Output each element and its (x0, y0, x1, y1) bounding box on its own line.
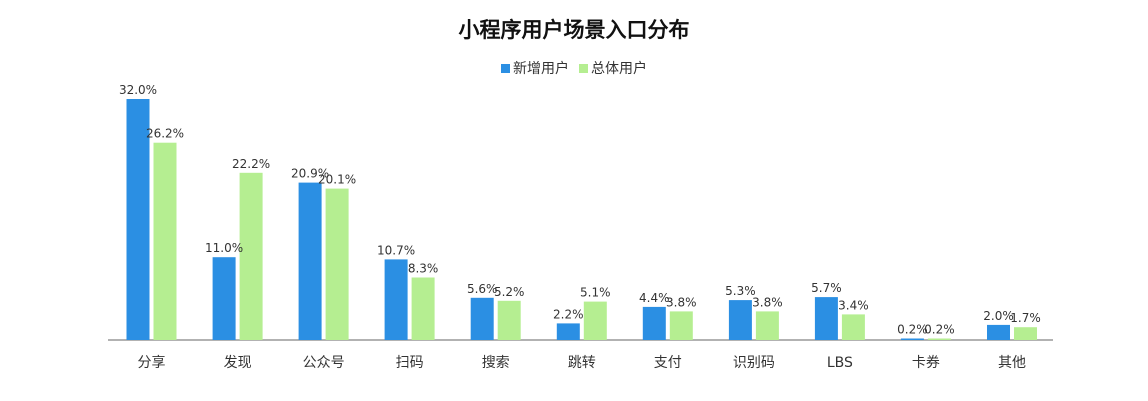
value-label-all-users-7: 3.8% (752, 295, 783, 309)
bar-new-users-9[interactable] (900, 338, 924, 341)
bar-new-users-1[interactable] (212, 257, 236, 340)
value-labels-layer: 32.0% 26.2% 11.0% 22.2% 20.9%20.1% 10.7% 8.3% 5… (119, 83, 1041, 337)
value-label-new-users-3: 10.7% (377, 243, 415, 257)
value-label-all-users-8: 3.4% (838, 298, 869, 312)
bar-all-users-1[interactable] (239, 172, 263, 340)
value-label-all-users-9: 0.2% (924, 323, 955, 337)
category-label-8: LBS (827, 355, 853, 371)
bar-new-users-8[interactable] (814, 297, 838, 340)
category-label-5: 跳转 (568, 355, 596, 371)
legend-label-all-users: 总体用户 (591, 61, 647, 77)
category-label-2: 公众号 (303, 355, 345, 371)
category-label-9: 卡券 (912, 355, 940, 371)
legend-swatch-new-users (501, 63, 510, 73)
value-label-all-users-3: 8.3% (408, 262, 439, 276)
value-label-new-users-5: 2.2% (553, 307, 584, 321)
bar-all-users-2[interactable] (325, 188, 349, 340)
bars-layer (126, 99, 1037, 341)
value-label-new-users-8: 5.7% (811, 281, 842, 295)
legend-item-new-users[interactable]: 新增用户 (501, 58, 569, 78)
bar-all-users-6[interactable] (669, 311, 693, 340)
bar-all-users-4[interactable] (497, 300, 521, 340)
category-label-1: 发现 (224, 355, 252, 371)
bar-all-users-10[interactable] (1014, 327, 1037, 340)
legend-item-all-users[interactable]: 总体用户 (579, 58, 647, 78)
bar-all-users-3[interactable] (411, 277, 435, 341)
bar-new-users-6[interactable] (642, 306, 666, 340)
bar-all-users-8[interactable] (841, 314, 865, 340)
bar-new-users-4[interactable] (470, 297, 494, 340)
category-label-6: 支付 (654, 355, 682, 371)
value-label-new-users-4: 5.6% (467, 282, 498, 296)
bar-new-users-3[interactable] (384, 259, 408, 340)
value-label-all-users-4: 5.2% (494, 285, 525, 299)
bar-new-users-5[interactable] (556, 323, 580, 340)
bar-all-users-5[interactable] (583, 301, 607, 340)
category-labels-layer: 分享 发现 公众号 扫码 搜索 跳转 支付 识别码 LBS 卡券 其他 (138, 354, 1027, 371)
value-label-all-users-6: 3.8% (666, 295, 697, 309)
value-label-all-users-0: 26.2% (146, 127, 184, 141)
bar-new-users-10[interactable] (987, 324, 1010, 340)
value-label-all-users-1: 22.2% (232, 157, 270, 171)
value-label-new-users-6: 4.4% (639, 291, 670, 305)
category-label-4: 搜索 (482, 354, 510, 371)
legend: 新增用户 总体用户 (0, 58, 1148, 78)
bar-all-users-7[interactable] (755, 311, 779, 340)
chart-title: 小程序用户场景入口分布 (458, 18, 690, 42)
legend-label-new-users: 新增用户 (513, 61, 569, 77)
category-label-7: 识别码 (733, 355, 775, 371)
bar-new-users-7[interactable] (728, 300, 752, 340)
bar-all-users-0[interactable] (153, 142, 177, 340)
category-label-0: 分享 (138, 354, 166, 371)
value-label-new-users-7: 5.3% (725, 284, 756, 298)
bar-new-users-2[interactable] (298, 182, 322, 340)
value-label-all-users-10: 1.7% (1010, 311, 1041, 325)
value-label-all-users-5: 5.1% (580, 286, 611, 300)
value-label-all-users-2: 20.1% (318, 173, 356, 187)
category-label-10: 其他 (998, 355, 1026, 371)
bar-all-users-9[interactable] (927, 338, 951, 341)
category-label-3: 扫码 (396, 355, 424, 371)
value-label-new-users-1: 11.0% (205, 241, 243, 255)
value-label-new-users-9: 0.2% (897, 323, 928, 337)
legend-swatch-all-users (579, 63, 588, 73)
value-label-new-users-0: 32.0% (119, 83, 157, 97)
value-label-new-users-2: 20.9% (291, 167, 329, 181)
bar-new-users-0[interactable] (126, 99, 150, 340)
value-label-new-users-10: 2.0% (983, 309, 1014, 323)
